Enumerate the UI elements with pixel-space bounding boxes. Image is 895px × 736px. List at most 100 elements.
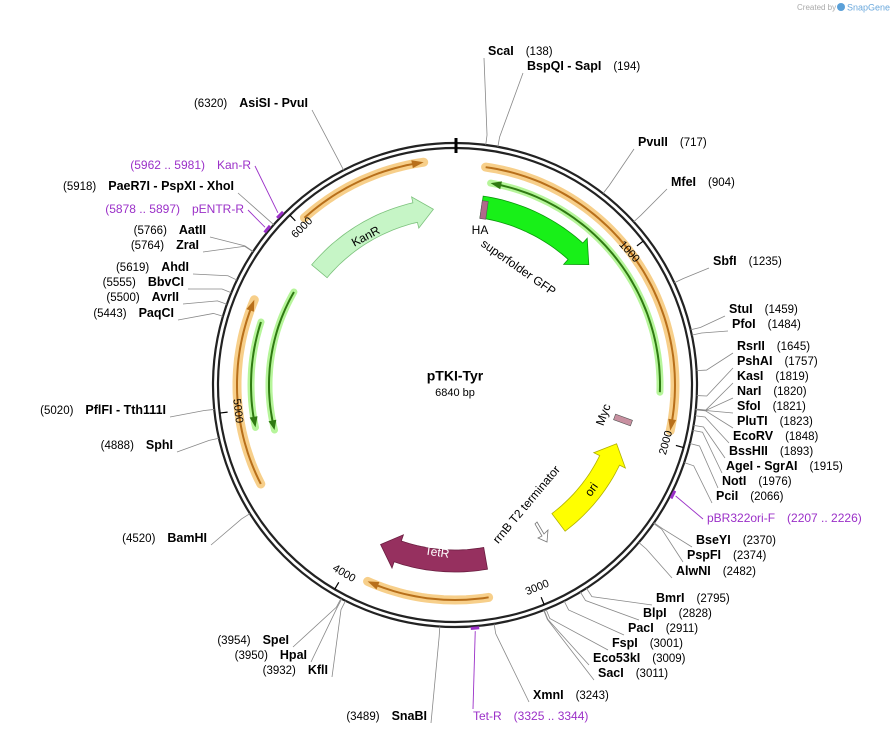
- enzyme-leader: [684, 462, 713, 504]
- coordinate-tick: [289, 214, 296, 222]
- enzyme-name: SacI: [598, 666, 624, 680]
- feature-label: TetR: [424, 544, 451, 561]
- enzyme-site: (1915): [810, 461, 843, 473]
- primer-leader: [675, 495, 704, 520]
- coordinate-label: 2000: [657, 429, 675, 456]
- enzyme-label: (3932) KflI: [263, 663, 328, 677]
- feature-arrow: [479, 195, 590, 266]
- primer-leader: [472, 631, 476, 710]
- enzyme-label: BmrI (2795): [656, 591, 730, 605]
- plasmid-name: pTKI-Tyr: [427, 368, 484, 384]
- enzyme-leader: [543, 609, 590, 666]
- enzyme-label: (5020) PflFI - Tth111I: [40, 403, 166, 417]
- enzyme-leader: [176, 437, 220, 453]
- enzyme-label: (3489) SnaBI: [346, 709, 427, 723]
- enzyme-label: NarI (1820): [737, 384, 807, 398]
- enzyme-label: AlwNI (2482): [676, 564, 756, 578]
- enzyme-site: (3489): [346, 711, 379, 723]
- enzyme-leader: [483, 57, 488, 146]
- enzyme-label: (5555) BbvCI: [103, 275, 184, 289]
- enzyme-name: MfeI: [671, 175, 696, 189]
- enzyme-label: NotI (1976): [722, 474, 792, 488]
- enzyme-label: (4888) SphI: [101, 438, 173, 452]
- primer-mark: [470, 626, 480, 630]
- enzyme-label: (5766) AatII: [134, 223, 206, 237]
- enzyme-label: (5443) PaqCI: [93, 306, 174, 320]
- enzyme-leader: [237, 192, 275, 225]
- enzyme-label: FspI (3001): [612, 636, 683, 650]
- coordinate-label: 5000: [230, 398, 245, 424]
- enzyme-label: XmnI (3243): [533, 688, 609, 702]
- enzyme-label: PshAI (1757): [737, 354, 818, 368]
- enzyme-label: EcoRV (1848): [733, 429, 818, 443]
- enzyme-leader: [674, 267, 710, 284]
- primer-range: (2207 .. 2226): [787, 511, 862, 525]
- enzyme-site: (2482): [723, 566, 756, 578]
- enzyme-name: NarI: [737, 384, 761, 398]
- primer-leader: [254, 165, 279, 213]
- enzyme-label: Eco53kI (3009): [593, 651, 686, 665]
- enzyme-name: SnaBI: [392, 709, 427, 723]
- enzyme-name: ZraI: [176, 238, 199, 252]
- enzyme-name: AhdI: [161, 260, 189, 274]
- coordinate-tick: [636, 240, 644, 247]
- feature-arrow: [551, 443, 627, 532]
- enzyme-site: (3950): [235, 650, 268, 662]
- feature-label: Myc: [593, 402, 614, 427]
- enzyme-name: BamHI: [167, 531, 207, 545]
- enzyme-label: AgeI - SgrAI (1915): [726, 459, 843, 473]
- enzyme-name: AgeI - SgrAI: [726, 459, 798, 473]
- enzyme-site: (2911): [666, 623, 699, 635]
- enzyme-site: (2066): [750, 491, 783, 503]
- enzyme-site: (1484): [768, 319, 801, 331]
- enzyme-site: (1235): [749, 256, 782, 268]
- enzyme-name: BlpI: [643, 606, 667, 620]
- enzyme-leader: [182, 300, 228, 305]
- enzyme-name: PshAI: [737, 354, 772, 368]
- enzyme-site: (1645): [777, 341, 810, 353]
- enzyme-leader: [210, 513, 251, 546]
- enzyme-label: (5500) AvrII: [106, 290, 179, 304]
- enzyme-site: (3954): [217, 635, 250, 647]
- enzyme-label: SbfI (1235): [713, 254, 782, 268]
- feature-arrow: [311, 196, 434, 279]
- enzyme-name: AsiSI - PvuI: [239, 96, 308, 110]
- enzyme-site: (194): [613, 61, 640, 73]
- enzyme-name: KasI: [737, 369, 763, 383]
- enzyme-leader: [580, 591, 640, 621]
- enzyme-site: (1820): [773, 386, 806, 398]
- enzyme-site: (904): [708, 177, 735, 189]
- enzyme-label: PspFI (2374): [687, 548, 766, 562]
- enzyme-leader: [691, 330, 729, 336]
- primer-name: Kan-R: [217, 158, 251, 172]
- enzyme-leader: [563, 600, 625, 636]
- enzyme-site: (6320): [194, 98, 227, 110]
- enzyme-leader: [602, 148, 635, 194]
- enzyme-name: PspFI: [687, 548, 721, 562]
- coordinate-tick: [675, 444, 684, 449]
- terminator: [534, 521, 549, 543]
- enzyme-leader: [202, 245, 254, 253]
- enzyme-leader: [497, 72, 524, 147]
- enzyme-leader: [695, 397, 734, 411]
- enzyme-label: StuI (1459): [729, 302, 798, 316]
- enzyme-label: PfoI (1484): [732, 317, 801, 331]
- coordinate-label: 3000: [524, 578, 551, 598]
- enzyme-site: (5619): [116, 262, 149, 274]
- enzyme-name: SbfI: [713, 254, 737, 268]
- primer-mark: [263, 224, 272, 234]
- enzyme-name: BbvCI: [148, 275, 184, 289]
- enzyme-leader: [690, 315, 726, 331]
- enzyme-name: RsrII: [737, 339, 765, 353]
- enzyme-name: PvuII: [638, 135, 668, 149]
- enzyme-site: (3011): [636, 668, 669, 680]
- enzyme-label: RsrII (1645): [737, 339, 810, 353]
- enzyme-site: (1848): [785, 431, 818, 443]
- primer-mark: [669, 490, 677, 500]
- enzyme-site: (5500): [106, 292, 139, 304]
- enzyme-site: (5555): [103, 277, 136, 289]
- enzyme-site: (3009): [652, 653, 685, 665]
- enzyme-site: (1757): [784, 356, 817, 368]
- primer-name: pBR322ori-F: [707, 511, 775, 525]
